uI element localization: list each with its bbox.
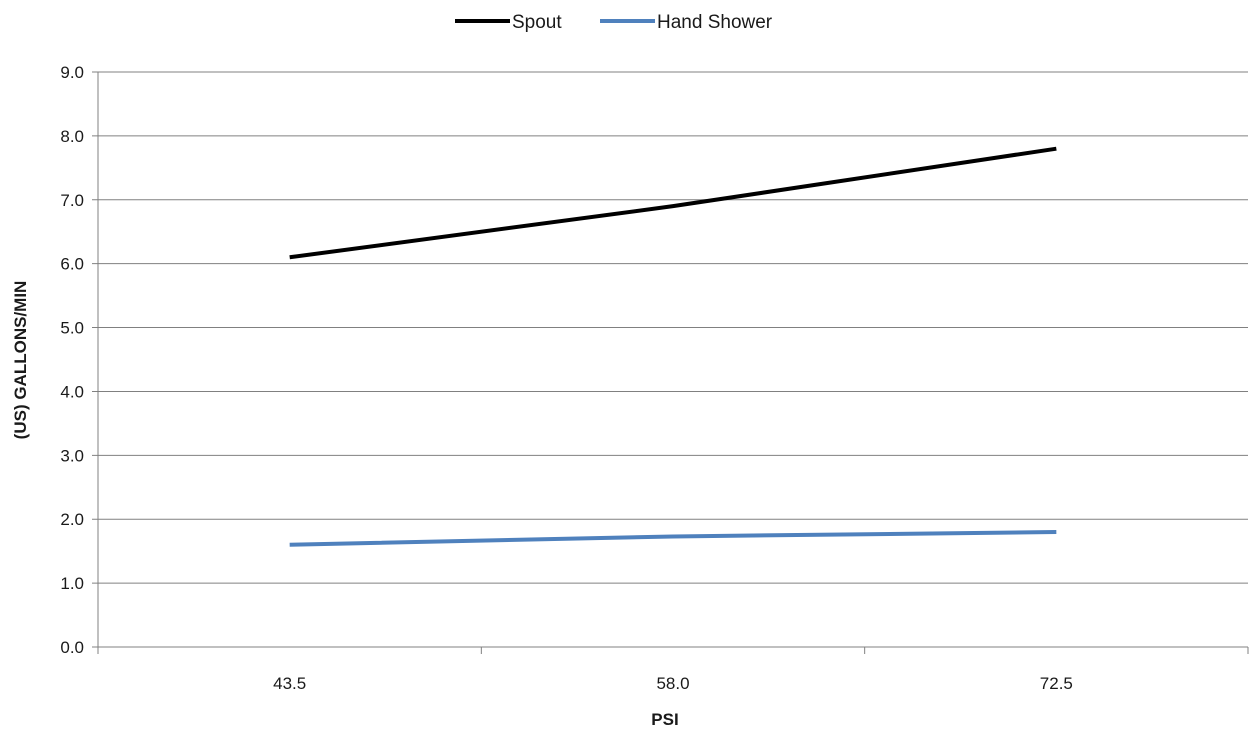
y-tick-label: 6.0 xyxy=(60,255,84,274)
y-tick-label: 4.0 xyxy=(60,382,84,401)
y-axis-tick-labels: 0.0 1.0 2.0 3.0 4.0 5.0 6.0 7.0 8.0 9.0 xyxy=(60,63,84,657)
y-tick-label: 0.0 xyxy=(60,638,84,657)
x-tick-label: 43.5 xyxy=(273,674,306,693)
y-tick-label: 9.0 xyxy=(60,63,84,82)
x-tick-label: 58.0 xyxy=(656,674,689,693)
series-line-spout xyxy=(289,146,1057,260)
y-tick-label: 3.0 xyxy=(60,446,84,465)
x-tick-label: 72.5 xyxy=(1040,674,1073,693)
data-series xyxy=(289,146,1057,547)
x-axis-tick-labels: 43.5 58.0 72.5 xyxy=(273,674,1073,693)
legend-label: Spout xyxy=(512,12,562,33)
legend-item: Spout xyxy=(455,12,562,33)
series-line-hand-shower xyxy=(289,530,1057,547)
y-tick-label: 5.0 xyxy=(60,319,84,338)
legend-label: Hand Shower xyxy=(657,12,773,33)
y-tick-label: 8.0 xyxy=(60,127,84,146)
axes xyxy=(97,72,1249,654)
y-tick-label: 1.0 xyxy=(60,574,84,593)
legend: Spout Hand Shower xyxy=(455,12,773,33)
gridlines xyxy=(92,71,1248,648)
y-tick-label: 2.0 xyxy=(60,510,84,529)
legend-item: Hand Shower xyxy=(600,12,773,33)
x-axis-title: PSI xyxy=(651,710,678,729)
y-tick-label: 7.0 xyxy=(60,191,84,210)
y-axis-title: (US) GALLONS/MIN xyxy=(11,281,30,440)
